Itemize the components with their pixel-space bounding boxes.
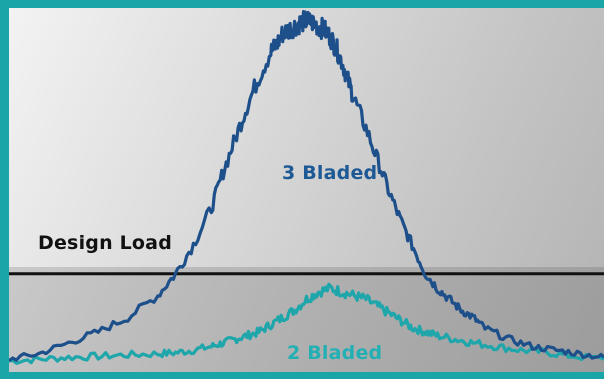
three-bladed-series-label: 3 Bladed xyxy=(282,162,378,184)
chart-plot xyxy=(9,9,604,365)
two-bladed-series-label: 2 Bladed xyxy=(287,342,383,364)
series-line-two-bladed xyxy=(9,282,604,365)
series-line-three-bladed xyxy=(9,9,604,362)
design-load-label: Design Load xyxy=(38,232,173,254)
